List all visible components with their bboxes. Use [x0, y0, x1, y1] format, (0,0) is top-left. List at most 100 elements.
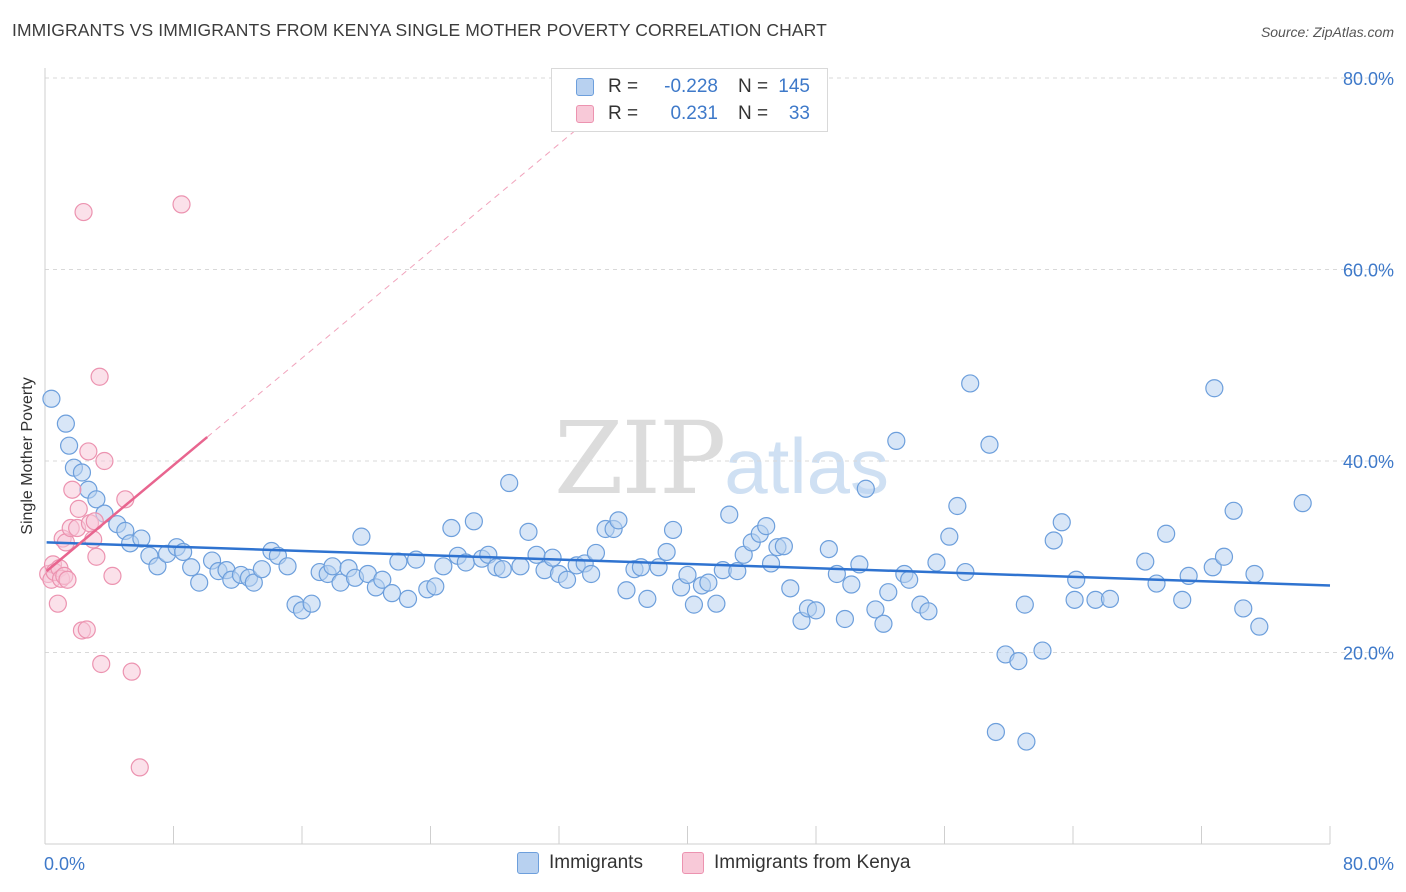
data-point-immigrants [927, 553, 946, 572]
data-point-immigrants [866, 600, 885, 619]
data-point-immigrants [527, 545, 546, 564]
data-point-immigrants [500, 473, 519, 493]
data-point-immigrants [856, 479, 875, 498]
legend-swatch-pink [576, 105, 594, 123]
data-point-kenya [122, 662, 141, 681]
data-point-immigrants [757, 517, 776, 536]
data-point-immigrants [774, 537, 793, 556]
bottom-legend-label-kenya: Immigrants from Kenya [714, 852, 911, 873]
watermark: ZIPatlas [554, 400, 889, 517]
tick-labels: 20.0% 40.0% 60.0% 80.0% 0.0% 80.0% [44, 69, 1394, 874]
bottom-legend-swatch-blue [517, 852, 539, 874]
data-point-immigrants [1065, 590, 1084, 609]
y-tick-label: 20.0% [1343, 644, 1394, 664]
data-point-kenya [95, 451, 114, 471]
data-point-immigrants [1009, 652, 1028, 671]
data-point-immigrants [1173, 590, 1192, 609]
data-point-immigrants [842, 575, 861, 594]
data-point-immigrants [557, 570, 577, 589]
legend-n-label: N = [738, 103, 769, 124]
data-point-immigrants [948, 496, 967, 516]
data-point-immigrants [986, 722, 1006, 742]
legend-n-value: 33 [788, 103, 810, 124]
data-point-immigrants [649, 558, 668, 577]
data-point-immigrants [1015, 595, 1034, 614]
data-point-kenya [92, 654, 111, 674]
data-point-immigrants [609, 511, 628, 530]
data-point-kenya [58, 570, 77, 589]
legend-n-value: 145 [778, 76, 810, 97]
series-immigrants [42, 374, 1312, 751]
data-point-immigrants [919, 602, 938, 621]
watermark-zip: ZIP [554, 400, 726, 517]
data-point-immigrants [1067, 570, 1086, 589]
data-point-immigrants [900, 570, 919, 589]
data-point-immigrants [1205, 379, 1224, 398]
data-point-immigrants [684, 595, 704, 614]
x-tick-label: 0.0% [44, 854, 85, 874]
data-point-immigrants [1017, 732, 1036, 751]
data-point-immigrants [1147, 574, 1166, 593]
data-point-immigrants [72, 463, 92, 482]
data-point-immigrants [1044, 531, 1063, 550]
data-point-kenya [74, 202, 93, 222]
data-point-immigrants [940, 527, 959, 546]
data-point-immigrants [1293, 494, 1312, 513]
data-point-kenya [130, 758, 149, 777]
legend-r-label: R = [608, 76, 639, 97]
data-point-immigrants [352, 527, 371, 546]
data-point-immigrants [835, 609, 855, 629]
data-point-immigrants [426, 577, 445, 596]
data-point-immigrants [699, 573, 718, 592]
data-point-kenya [90, 367, 109, 386]
data-point-immigrants [148, 557, 167, 576]
legend-r-value: -0.228 [664, 76, 718, 97]
source-label: Source: ZipAtlas.com [1260, 24, 1394, 40]
data-point-kenya [69, 499, 88, 518]
data-point-immigrants [1245, 564, 1264, 584]
data-point-immigrants [244, 573, 263, 592]
data-point-immigrants [182, 558, 201, 577]
bottom-legend-label-immigrants: Immigrants [549, 852, 643, 873]
legend-row-kenya: R = 0.231 N = 33 [576, 102, 810, 126]
data-point-immigrants [582, 564, 601, 584]
bottom-legend-kenya: Immigrants from Kenya [682, 852, 910, 874]
data-point-immigrants [132, 529, 151, 548]
data-point-immigrants [1033, 641, 1052, 660]
data-point-immigrants [586, 543, 606, 563]
data-point-kenya [63, 480, 82, 499]
legend-r-label: R = [608, 103, 639, 124]
data-point-kenya [48, 594, 67, 613]
data-point-immigrants [1157, 524, 1176, 543]
data-point-immigrants [761, 554, 781, 573]
data-point-kenya [87, 547, 106, 566]
data-point-immigrants [519, 522, 538, 541]
data-point-immigrants [806, 601, 826, 620]
data-point-immigrants [252, 560, 271, 579]
data-point-immigrants [302, 594, 321, 613]
data-point-immigrants [190, 573, 209, 592]
bottom-legend: Immigrants Immigrants from Kenya [0, 852, 1406, 878]
data-point-immigrants [59, 436, 79, 455]
legend-r-value: 0.231 [670, 103, 718, 124]
data-point-kenya [77, 620, 96, 639]
data-point-immigrants [887, 431, 906, 450]
data-point-kenya [172, 195, 191, 214]
data-point-immigrants [617, 581, 636, 600]
data-point-immigrants [87, 490, 106, 509]
data-point-immigrants [382, 584, 402, 603]
data-point-immigrants [543, 548, 562, 567]
data-point-immigrants [1234, 599, 1253, 618]
data-point-immigrants [442, 518, 461, 538]
data-point-immigrants [720, 505, 739, 524]
series-kenya [39, 195, 191, 777]
data-point-immigrants [1224, 501, 1243, 520]
data-point-immigrants [1136, 552, 1155, 571]
trend-lines [45, 123, 1331, 587]
data-point-kenya [79, 442, 98, 461]
trend-line-kenya-extension [206, 123, 584, 438]
data-point-immigrants [511, 557, 530, 576]
bottom-legend-swatch-pink [682, 852, 704, 874]
data-point-immigrants [278, 557, 297, 576]
data-point-kenya [103, 566, 122, 586]
